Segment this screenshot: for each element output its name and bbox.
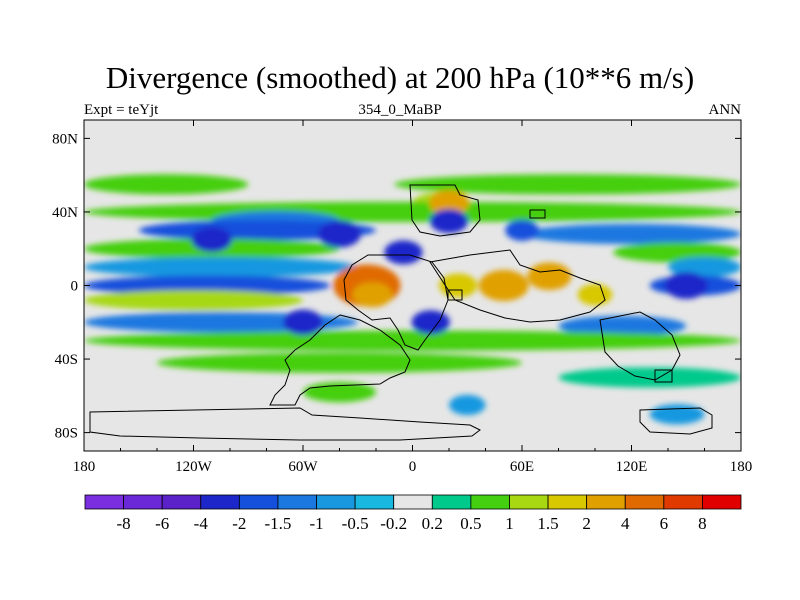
field-blob [438, 273, 478, 298]
field-blob [505, 219, 539, 241]
colorbar-swatch [431, 494, 472, 510]
colorbar-swatch [547, 494, 588, 510]
field-band [649, 404, 705, 425]
y-tick-label: 40N [52, 205, 78, 221]
y-tick-label: 80S [55, 426, 78, 442]
colorbar-label: -8 [117, 514, 131, 533]
colorbar-swatch [238, 494, 279, 510]
field-blob [664, 272, 708, 299]
colorbar: -8 -6 -4 -2 -1.5 -1 -0.5 -0.2 0.2 0.5 1 1.5 2 4 6 8 [84, 494, 742, 533]
colorbar-label: -0.5 [342, 514, 369, 533]
divergence-field [84, 174, 741, 425]
field-band [84, 174, 249, 195]
colorbar-label: -6 [155, 514, 169, 533]
colorbar-swatch [663, 494, 703, 510]
field-band [84, 201, 741, 223]
x-tick-label: 60W [288, 459, 318, 475]
y-tick-label: 80N [52, 131, 78, 147]
field-band [558, 367, 741, 388]
field-blob [317, 220, 362, 248]
period-label: 354_0_MaBP [358, 102, 442, 118]
colorbar-label: -1.5 [264, 514, 291, 533]
colorbar-label: 6 [660, 514, 669, 533]
colorbar-swatch [200, 494, 240, 510]
colorbar-label: 2 [582, 514, 591, 533]
colorbar-label: -0.2 [380, 514, 407, 533]
colorbar-swatch [84, 494, 124, 510]
colorbar-swatch [624, 494, 665, 510]
colorbar-swatch [316, 494, 356, 510]
field-blob [411, 310, 450, 335]
colorbar-swatch [123, 494, 163, 510]
field-blob [428, 190, 470, 216]
field-band [84, 330, 741, 351]
field-band [157, 352, 522, 373]
x-tick-label: 120W [175, 459, 213, 475]
x-tick-label: 180 [73, 459, 96, 475]
field-blob [577, 283, 613, 306]
colorbar-swatch [470, 494, 510, 510]
field-band [522, 223, 741, 245]
colorbar-swatch [586, 494, 626, 510]
colorbar-label: -2 [232, 514, 246, 533]
colorbar-swatch [509, 494, 549, 510]
colorbar-swatch [161, 494, 202, 510]
field-band [84, 290, 303, 311]
field-band [84, 256, 358, 278]
colorbar-label: -4 [194, 514, 209, 533]
x-tick-label: 0 [409, 459, 417, 475]
field-blob [191, 226, 232, 253]
colorbar-label: 0.2 [422, 514, 443, 533]
field-band [558, 315, 687, 337]
x-tick-label: 180 [730, 459, 753, 475]
colorbar-swatch [277, 494, 317, 510]
colorbar-label: 4 [621, 514, 630, 533]
chart-title: Divergence (smoothed) at 200 hPa (10**6 … [105, 60, 695, 95]
colorbar-label: -1 [309, 514, 323, 533]
field-blob [527, 262, 572, 291]
coastlines [89, 184, 713, 441]
colorbar-label: 1.5 [537, 514, 558, 533]
field-blob [429, 209, 469, 234]
field-blob [478, 269, 529, 302]
x-tick-label: 60E [510, 459, 534, 475]
field-band [449, 394, 486, 416]
field-blob [282, 309, 324, 335]
colorbar-label: 8 [698, 514, 707, 533]
experiment-label: Expt = teYjt [84, 102, 159, 118]
colorbar-label: 1 [505, 514, 514, 533]
colorbar-swatch [393, 494, 433, 510]
field-band [84, 275, 331, 296]
season-label: ANN [708, 102, 742, 118]
y-tick-label: 40S [55, 352, 78, 368]
colorbar-swatch [354, 494, 395, 510]
field-blob [352, 282, 393, 308]
y-tick-label: 0 [71, 279, 79, 295]
x-tick-label: 120E [616, 459, 648, 475]
colorbar-swatch [702, 494, 742, 510]
field-blob [384, 240, 423, 265]
colorbar-label: 0.5 [460, 514, 481, 533]
field-band [394, 174, 741, 195]
axis-ticks: 180 120W 60W 0 60E 120E 180 80N 40N 0 40S 80S [52, 120, 752, 475]
